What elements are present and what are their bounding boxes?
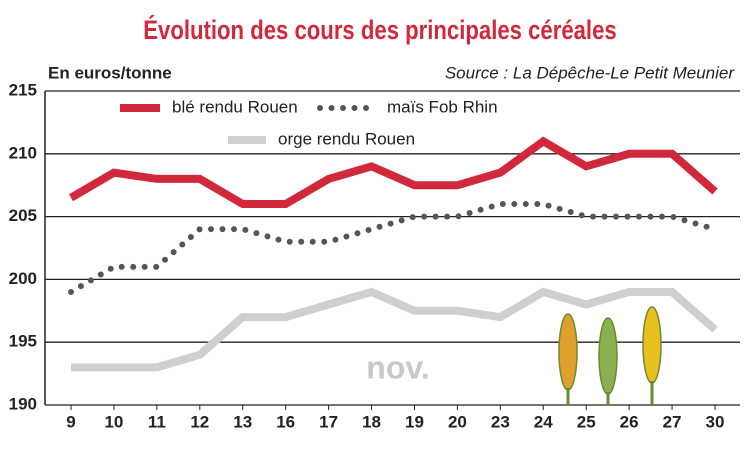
x-tick-label: 17 <box>319 412 338 431</box>
x-tick-label: 11 <box>148 412 166 431</box>
series-line <box>71 287 718 372</box>
legend-label: maïs Fob Rhin <box>387 97 498 116</box>
x-tick-label: 19 <box>405 412 424 431</box>
x-tick-label: 24 <box>534 412 553 431</box>
x-tick-label: 10 <box>104 412 123 431</box>
y-tick-label: 200 <box>9 269 37 288</box>
decoration <box>598 317 618 395</box>
y-tick-label: 215 <box>9 80 37 99</box>
x-tick-label: 30 <box>706 412 725 431</box>
legend-label: orge rendu Rouen <box>278 129 415 148</box>
y-axis-label: En euros/tonne <box>48 63 172 82</box>
x-tick-label: 25 <box>577 412 596 431</box>
x-tick-label: 16 <box>276 412 295 431</box>
series-line <box>68 201 718 295</box>
source: Source : La Dépêche-Le Petit Meunier <box>445 63 736 82</box>
y-tick-label: 205 <box>9 206 37 225</box>
x-tick-label: 20 <box>448 412 467 431</box>
decoration <box>642 306 662 384</box>
chart-title: Évolution des cours des principales céré… <box>143 15 616 46</box>
x-tick-label: 27 <box>663 412 682 431</box>
x-tick-label: 26 <box>620 412 639 431</box>
x-tick-label: 13 <box>233 412 252 431</box>
y-tick-label: 190 <box>9 394 37 413</box>
legend-label: blé rendu Rouen <box>172 97 298 116</box>
series-line <box>68 136 718 209</box>
y-tick-label: 210 <box>9 143 37 162</box>
decoration <box>558 313 578 391</box>
x-tick-label: 23 <box>491 412 510 431</box>
y-tick-label: 195 <box>9 332 37 351</box>
annotation: nov. <box>366 349 429 385</box>
x-tick-label: 9 <box>66 412 75 431</box>
x-tick-label: 18 <box>362 412 381 431</box>
x-tick-label: 12 <box>190 412 209 431</box>
